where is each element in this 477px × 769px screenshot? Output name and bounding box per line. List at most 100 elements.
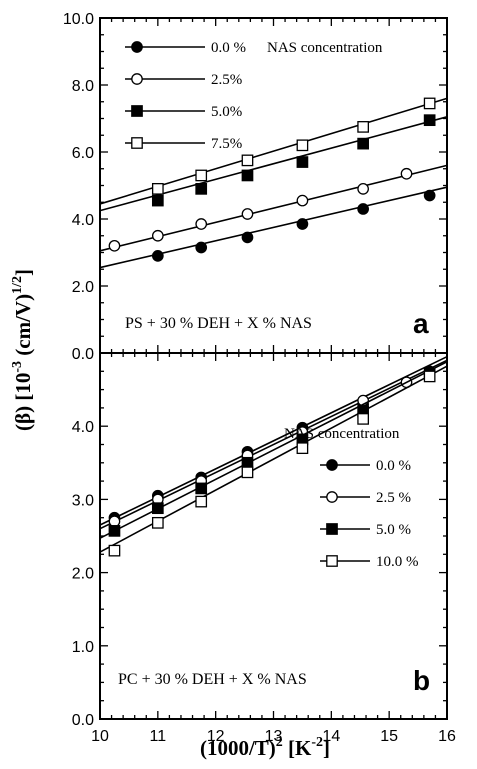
x-tick-label: 13 <box>265 728 283 745</box>
legend-entry: 2.5 % <box>376 490 411 506</box>
data-point <box>241 231 254 244</box>
data-point <box>108 544 121 557</box>
axis-titles: (1000/T)2 [K-2] (β) [10-3 (cm/V)1/2] <box>10 269 330 760</box>
legend-title: NAS concentration <box>284 426 400 442</box>
data-point <box>296 139 309 152</box>
data-point <box>108 515 121 528</box>
y-tick-label: 0.0 <box>72 712 94 729</box>
x-axis-title-base: (1000/T) <box>200 736 276 760</box>
data-point <box>357 413 369 425</box>
data-point <box>108 525 121 537</box>
x-tick-label: 14 <box>322 728 340 745</box>
data-point <box>241 208 254 220</box>
y-axis-title-close: ] <box>11 269 35 276</box>
y-tick-label: 10.0 <box>63 11 94 28</box>
y-axis-title-base: (β) [10 <box>11 373 35 431</box>
data-point <box>151 182 164 195</box>
panel-a: 0.0 2.0 4.0 6.0 8.0 10.0 NAS concentration 0.0 … <box>63 11 448 363</box>
legend-entry: 5.0% <box>211 104 242 120</box>
y-axis-title: (β) [10-3 (cm/V)1/2] <box>10 269 35 431</box>
data-point <box>241 169 254 182</box>
series-4 <box>99 365 448 557</box>
series-3 <box>99 114 448 212</box>
panel-b: 0.0 1.0 2.0 3.0 4.0 10 11 12 13 14 15 16 NAS concent… <box>72 352 456 745</box>
y-tick-label: 3.0 <box>72 492 94 509</box>
legend-marker <box>131 73 143 85</box>
data-point <box>357 183 369 195</box>
legend-marker <box>326 491 338 503</box>
data-point <box>195 169 208 182</box>
data-point <box>241 154 254 167</box>
legend-entry: 0.0 % <box>211 40 246 56</box>
y-tick-label: 4.0 <box>72 419 94 436</box>
y-tick-label: 2.0 <box>72 279 94 296</box>
x-axis-title-unit: [K <box>283 736 312 760</box>
data-point <box>195 495 208 508</box>
series-4 <box>99 97 448 205</box>
y-tick-label: 0.0 <box>72 346 94 363</box>
legend: NAS concentration 0.0 % 2.5% 5.0% 7.5% <box>125 40 383 152</box>
data-point <box>108 239 121 252</box>
x-axis-title: (1000/T)2 [K-2] <box>200 735 330 760</box>
legend-marker <box>326 523 338 535</box>
data-point <box>151 194 164 207</box>
x-tick-label: 12 <box>207 728 225 745</box>
panel-annotation: PC + 30 % DEH + X % NAS <box>118 671 307 688</box>
data-point <box>357 121 369 133</box>
legend-entry: 0.0 % <box>376 458 411 474</box>
data-point <box>195 182 208 195</box>
panel-letter: b <box>413 665 430 696</box>
data-point <box>357 137 369 150</box>
legend-entry: 2.5% <box>211 72 242 88</box>
x-axis-title-unit-exp: -2 <box>311 735 323 750</box>
legend-marker <box>131 137 143 149</box>
legend-marker <box>131 105 143 117</box>
x-axis-title-close: ] <box>323 736 330 760</box>
data-point <box>296 442 309 455</box>
x-tick-label: 16 <box>438 728 456 745</box>
data-point <box>296 218 309 230</box>
data-point <box>151 229 164 242</box>
y-tick-label: 4.0 <box>72 212 94 229</box>
legend-entry: 10.0 % <box>376 554 419 570</box>
data-point <box>151 516 164 529</box>
data-point <box>400 167 413 180</box>
x-tick-label: 15 <box>380 728 398 745</box>
data-point <box>151 250 164 262</box>
series-3 <box>99 361 448 539</box>
y-tick-label: 8.0 <box>72 78 94 95</box>
y-axis-title-mid: (cm/V) <box>11 294 35 361</box>
x-tick-label: 10 <box>91 728 109 745</box>
legend-marker <box>131 41 143 53</box>
data-point <box>423 370 436 383</box>
data-point <box>423 189 436 202</box>
series-2 <box>99 164 448 252</box>
data-point <box>357 203 369 215</box>
data-point <box>195 218 208 230</box>
data-point <box>151 502 164 515</box>
panel-letter: a <box>413 308 429 339</box>
y-axis-title-exp2: 1/2 <box>10 276 25 294</box>
data-point <box>296 194 309 207</box>
x-axis-title-exp: 2 <box>276 735 283 750</box>
legend-entry: 7.5% <box>211 136 242 152</box>
data-point <box>195 241 208 254</box>
y-tick-label: 6.0 <box>72 145 94 162</box>
legend-marker <box>326 555 338 567</box>
data-point <box>241 456 254 469</box>
legend-marker <box>326 459 338 471</box>
data-point <box>423 114 436 127</box>
legend-title: NAS concentration <box>267 40 383 56</box>
fit-line <box>99 164 448 252</box>
x-tick-label: 11 <box>150 728 167 745</box>
legend-entry: 5.0 % <box>376 522 411 538</box>
y-tick-label: 1.0 <box>72 639 94 656</box>
data-point <box>195 482 208 495</box>
panel-annotation: PS + 30 % DEH + X % NAS <box>125 315 312 332</box>
legend: NAS concentration 0.0 % 2.5 % 5.0 % 10.0 % <box>284 426 419 570</box>
series-1 <box>99 186 448 269</box>
data-point <box>241 466 254 479</box>
data-point <box>423 97 436 110</box>
data-point <box>296 156 309 168</box>
